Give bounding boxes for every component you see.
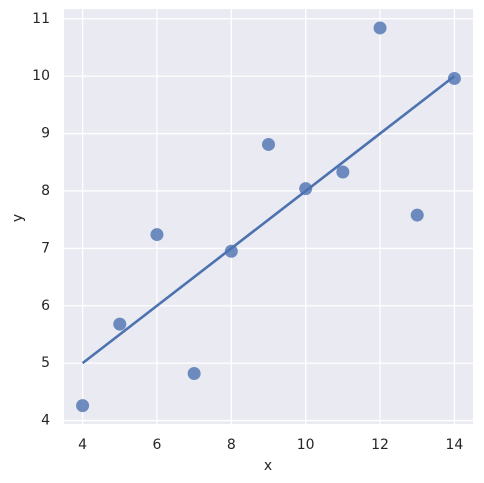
point <box>76 399 90 413</box>
point <box>150 228 164 242</box>
point <box>299 182 313 196</box>
x-tick-label: 12 <box>371 437 389 453</box>
point <box>373 21 387 35</box>
x-tick-label: 4 <box>78 437 87 453</box>
regression-line <box>81 75 456 365</box>
y-tick-label: 6 <box>41 298 50 314</box>
point <box>113 317 127 331</box>
y-tick-label: 11 <box>32 11 50 27</box>
y-tick-label: 9 <box>41 126 50 142</box>
point <box>410 208 424 222</box>
point <box>187 366 201 380</box>
point <box>336 165 350 179</box>
x-tick-label: 14 <box>445 437 463 453</box>
point <box>262 137 275 151</box>
y-axis-label: y <box>10 214 26 222</box>
y-tick-label: 5 <box>41 355 50 371</box>
y-tick-label: 7 <box>41 240 50 256</box>
x-axis-label: x <box>264 458 272 474</box>
y-tick-label: 8 <box>41 183 50 199</box>
y-tick-label: 4 <box>41 413 50 429</box>
x-tick-label: 6 <box>152 437 161 453</box>
point <box>447 71 461 85</box>
x-tick-label: 10 <box>297 437 315 453</box>
point <box>224 244 238 258</box>
plot-area <box>64 9 473 424</box>
x-tick-label: 8 <box>227 437 236 453</box>
y-tick-label: 10 <box>32 68 50 84</box>
